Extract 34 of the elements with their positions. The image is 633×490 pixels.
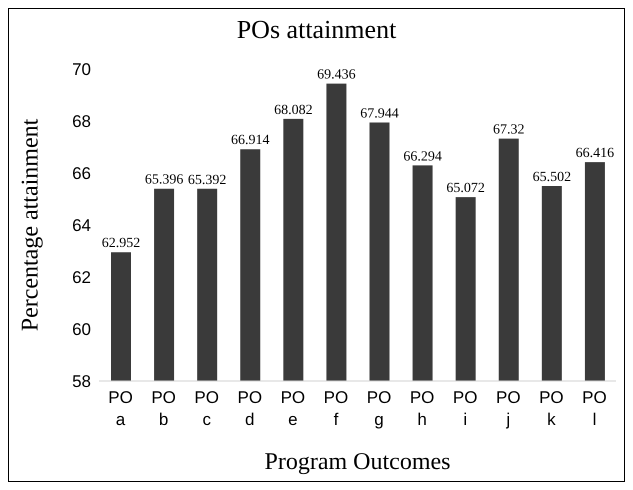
x-tick-label: PO g [366, 388, 392, 429]
x-tick-label: PO c [194, 388, 219, 429]
y-tick-label: 70 [72, 60, 91, 80]
x-axis-title: Program Outcomes [264, 449, 450, 475]
y-tick-label: 66 [72, 164, 91, 184]
data-label: 66.914 [231, 133, 270, 148]
data-label: 62.952 [102, 236, 140, 252]
y-tick-label: 58 [72, 372, 91, 392]
data-label: 65.396 [144, 172, 184, 188]
data-label: 66.416 [576, 146, 614, 162]
x-tick-label: PO a [108, 388, 133, 429]
data-label: 65.502 [532, 170, 572, 185]
x-tick-label: PO e [280, 388, 306, 429]
y-tick-label: 64 [72, 216, 91, 236]
x-tick-label: PO i [452, 388, 478, 429]
x-tick-label: PO h [410, 388, 434, 429]
data-label: 67.32 [493, 122, 524, 138]
y-axis-title: Percentage attainment [18, 118, 44, 332]
data-label: 66.294 [403, 149, 442, 164]
x-tick-label: PO k [539, 388, 564, 429]
y-tick-label: 68 [72, 112, 91, 132]
data-label: 65.392 [188, 172, 226, 188]
data-label: 67.944 [360, 106, 399, 122]
x-tick-label: PO j [496, 388, 521, 429]
data-label: 68.082 [274, 102, 313, 118]
chart-title: POs attainment [236, 15, 398, 45]
y-tick-label: 62 [72, 268, 91, 288]
x-tick-label: PO l [582, 388, 607, 429]
data-label: 65.072 [446, 181, 485, 196]
x-tick-label: PO f [324, 388, 348, 429]
y-tick-label: 60 [72, 320, 91, 340]
x-tick-label: PO d [238, 388, 262, 429]
data-label: 69.436 [317, 68, 356, 83]
x-tick-label: PO b [151, 388, 176, 429]
